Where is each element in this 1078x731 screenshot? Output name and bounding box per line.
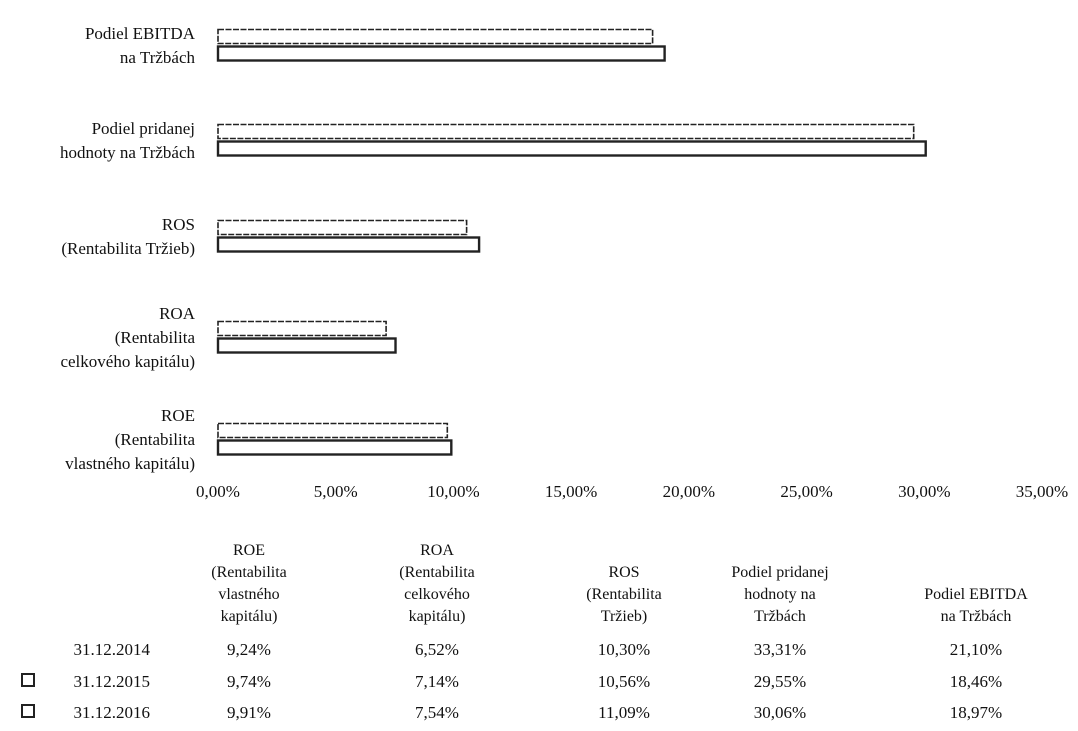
table-header: na Tržbách [941,608,1012,625]
bar [217,320,387,337]
category-label: Podiel pridanej [92,119,195,138]
category-label: (Rentabilita Tržieb) [61,239,195,258]
category-label: ROS [162,215,195,234]
x-tick-label: 30,00% [898,482,950,501]
legend-key-icon [21,704,35,718]
table-header: ROS [608,564,639,581]
table-cell: 33,31% [754,640,806,659]
category-label: vlastného kapitálu) [65,454,195,473]
category-label: na Tržbách [120,48,196,67]
table-header: vlastného [218,586,279,603]
table-header: Podiel EBITDA [924,586,1028,603]
bar [217,28,654,45]
table-cell: 10,30% [598,640,650,659]
x-tick-label: 20,00% [663,482,715,501]
bar [217,219,468,236]
table-cell: 30,06% [754,703,806,722]
x-axis-ticks: 0,00% 5,00% 10,00% 15,00% 20,00% 25,00% 30,00%… [196,482,1068,501]
table-cell: 21,10% [950,640,1002,659]
table-header: Tržbách [754,608,806,625]
bar [216,439,453,456]
category-label: (Rentabilita [115,328,196,347]
series-label: 31.12.2015 [74,672,151,691]
category-label: (Rentabilita [115,430,196,449]
table-header: Podiel pridanej [731,564,828,581]
x-tick-label: 15,00% [545,482,597,501]
table-header: (Rentabilita [399,564,475,581]
data-table: ROE (Rentabilita vlastného kapitálu) ROA (Ren… [21,542,1028,722]
table-header: kapitálu) [409,608,466,625]
table-header: kapitálu) [221,608,278,625]
table-header: hodnoty na [744,586,816,603]
category-label: Podiel EBITDA [85,24,196,43]
table-cell: 7,14% [415,672,459,691]
bar [216,140,927,157]
bars [216,28,927,456]
series-label: 31.12.2016 [74,703,151,722]
category-label: ROE [161,406,195,425]
category-label: hodnoty na Tržbách [60,143,196,162]
table-header: Tržieb) [601,608,648,625]
bar [216,236,481,253]
table-cell: 18,97% [950,703,1002,722]
table-cell: 10,56% [598,672,650,691]
table-cell: 9,74% [227,672,271,691]
table-cell: 29,55% [754,672,806,691]
table-cell: 7,54% [415,703,459,722]
category-labels: ROE (Rentabilita vlastného kapitálu) ROA (Re… [60,24,196,473]
table-header: ROA [420,542,454,559]
bar [217,123,915,140]
table-cell: 11,09% [598,703,650,722]
table-cell: 18,46% [950,672,1002,691]
legend-key-icon [21,673,35,687]
table-header: (Rentabilita [586,586,662,603]
table-header: ROE [233,542,265,559]
series-label: 31.12.2014 [74,640,151,659]
bar [216,337,397,354]
table-header: (Rentabilita [211,564,287,581]
table-header: celkového [404,586,470,603]
category-label: ROA [159,304,196,323]
x-tick-label: 35,00% [1016,482,1068,501]
x-tick-label: 0,00% [196,482,240,501]
x-tick-label: 10,00% [427,482,479,501]
bar [217,422,449,439]
table-cell: 6,52% [415,640,459,659]
x-tick-label: 25,00% [780,482,832,501]
table-cell: 9,91% [227,703,271,722]
bar [216,45,666,62]
category-label: celkového kapitálu) [60,352,195,371]
table-cell: 9,24% [227,640,271,659]
x-tick-label: 5,00% [314,482,358,501]
